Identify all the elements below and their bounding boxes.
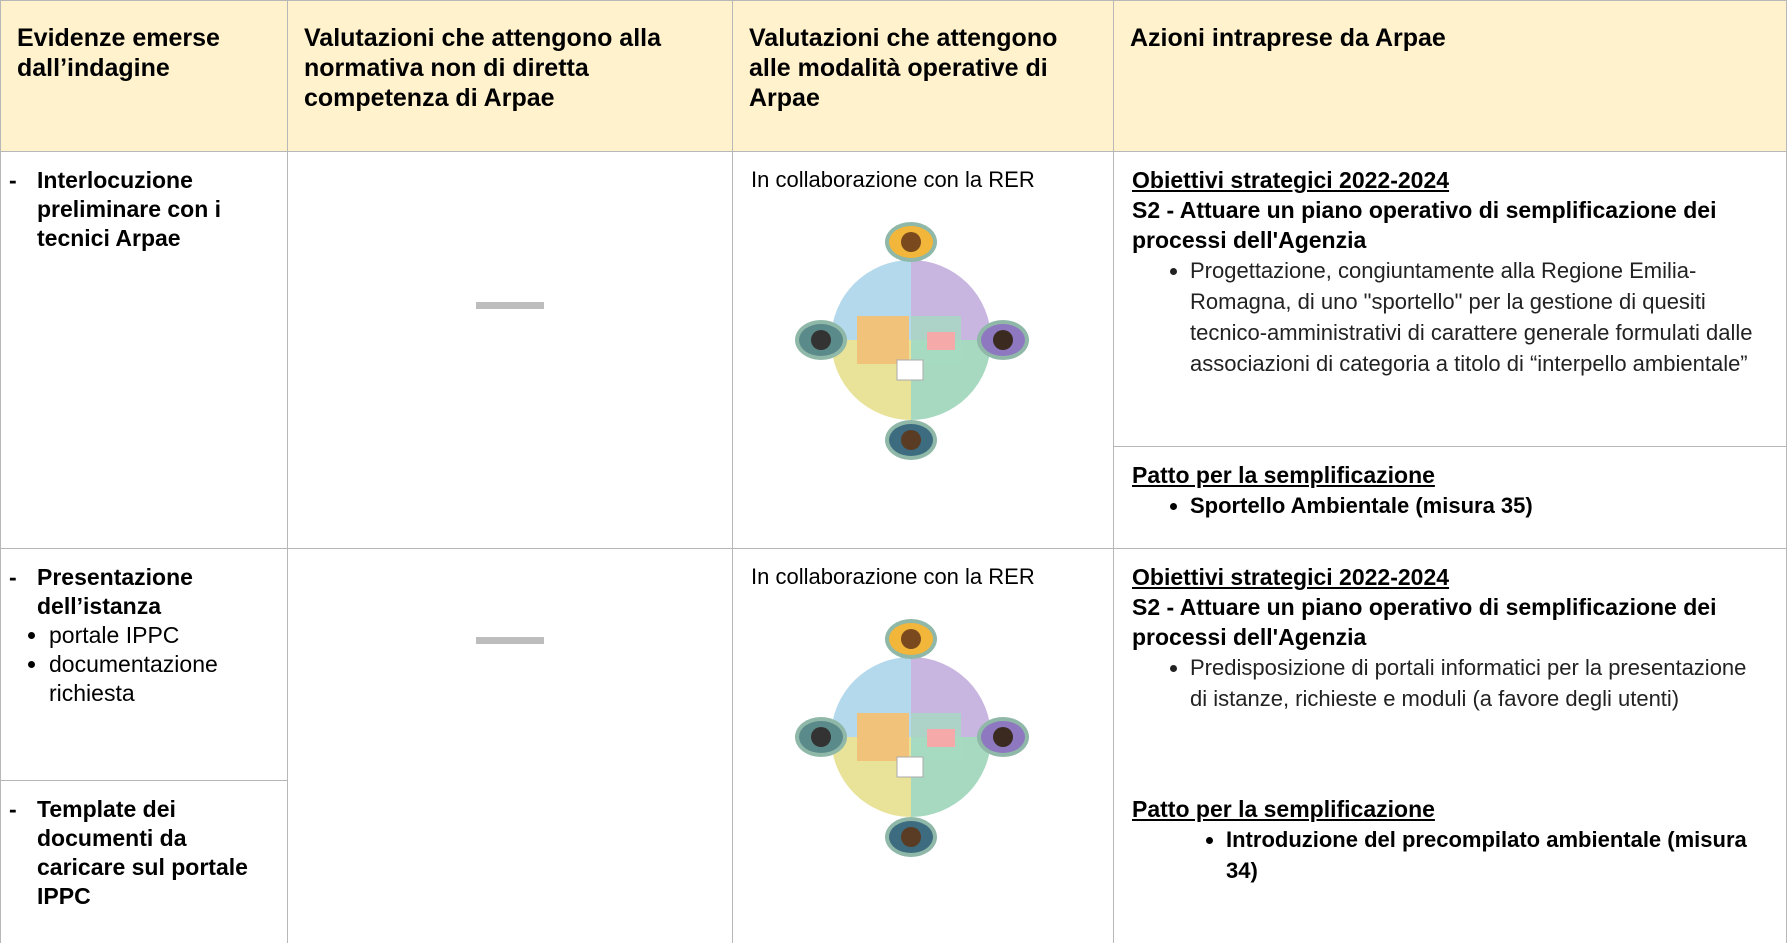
header-cell: Valutazioni che attengono alla normativa… xyxy=(288,0,733,152)
evidence-cell: - Interlocuzione preliminare con i tecnic… xyxy=(0,152,288,549)
evidence-cell: -Presentazione dell’istanzaportale IPPCd… xyxy=(0,549,288,781)
action-subheading: S2 - Attuare un piano operativo di sempl… xyxy=(1132,197,1717,253)
action-item: Introduzione del precompilato ambientale… xyxy=(1226,824,1768,886)
action-cell: Patto per la semplificazioneIntroduzione… xyxy=(1114,781,1787,943)
action-heading: Obiettivi strategici 2022-2024 xyxy=(1132,167,1450,193)
illustration-part xyxy=(927,332,955,350)
header-cell: Azioni intraprese da Arpae xyxy=(1114,0,1787,152)
illustration-part xyxy=(901,827,921,847)
evidence-title: Presentazione dell’istanza xyxy=(37,564,193,619)
illustration-part xyxy=(901,430,921,450)
sub-item: documentazione richiesta xyxy=(49,650,279,708)
illustration-part xyxy=(857,713,909,761)
evidence-item: - Template dei documenti da caricare sul … xyxy=(9,795,279,911)
action-cell: Patto per la semplificazioneSportello Am… xyxy=(1114,447,1787,549)
action-item: Progettazione, congiuntamente alla Regio… xyxy=(1190,255,1768,379)
action-list: Introduzione del precompilato ambientale… xyxy=(1132,824,1768,886)
action-cell: Obiettivi strategici 2022-2024 S2 - Attua… xyxy=(1114,152,1787,447)
sub-item: portale IPPC xyxy=(49,621,279,650)
action-item: Predisposizione di portali informatici p… xyxy=(1190,652,1768,714)
evidence-cell: - Template dei documenti da caricare sul … xyxy=(0,781,288,943)
illustration-part xyxy=(811,727,831,747)
illustration-part xyxy=(896,756,924,778)
evidence-title: Interlocuzione preliminare con i tecnici… xyxy=(37,167,222,251)
item-marker: - xyxy=(9,796,17,822)
norm-cell xyxy=(288,152,733,549)
header-cell: Valutazioni che attengono alle modalità … xyxy=(733,0,1114,152)
action-list: Progettazione, congiuntamente alla Regio… xyxy=(1132,255,1768,379)
meeting-illustration xyxy=(795,619,1029,857)
illustration-part xyxy=(896,359,924,381)
action-heading: Obiettivi strategici 2022-2024 xyxy=(1132,564,1450,590)
operative-cell: In collaborazione con la RER xyxy=(733,152,1114,549)
illustration-part xyxy=(927,729,955,747)
illustration-part xyxy=(811,330,831,350)
illustration-part xyxy=(901,629,921,649)
evidence-title: Template dei documenti da caricare sul p… xyxy=(37,796,248,909)
action-list: Sportello Ambientale (misura 35) xyxy=(1132,490,1768,521)
norm-cell xyxy=(288,549,733,943)
empty-dash xyxy=(476,302,544,309)
empty-dash xyxy=(476,637,544,644)
meeting-illustration xyxy=(795,222,1029,460)
action-subheading: S2 - Attuare un piano operativo di sempl… xyxy=(1132,594,1717,650)
illustration-part xyxy=(993,330,1013,350)
illustration-part xyxy=(993,727,1013,747)
evidence-item: - Interlocuzione preliminare con i tecnic… xyxy=(9,166,279,253)
action-item: Sportello Ambientale (misura 35) xyxy=(1190,490,1768,521)
header-cell: Evidenze emerse dall’indagine xyxy=(0,0,288,152)
operative-text: In collaborazione con la RER xyxy=(751,167,1035,192)
action-list: Predisposizione di portali informatici p… xyxy=(1132,652,1768,714)
sub-list: portale IPPCdocumentazione richiesta xyxy=(9,621,279,708)
action-heading: Patto per la semplificazione xyxy=(1132,462,1435,488)
action-cell: Obiettivi strategici 2022-2024 S2 - Attua… xyxy=(1114,549,1787,781)
illustration-part xyxy=(857,316,909,364)
item-marker: - xyxy=(9,564,17,590)
illustration-part xyxy=(901,232,921,252)
evidence-item: - Presentazione dell’istanza xyxy=(9,563,279,621)
operative-text: In collaborazione con la RER xyxy=(751,564,1035,589)
action-heading: Patto per la semplificazione xyxy=(1132,796,1435,822)
operative-cell: In collaborazione con la RER xyxy=(733,549,1114,943)
item-marker: - xyxy=(9,167,17,193)
